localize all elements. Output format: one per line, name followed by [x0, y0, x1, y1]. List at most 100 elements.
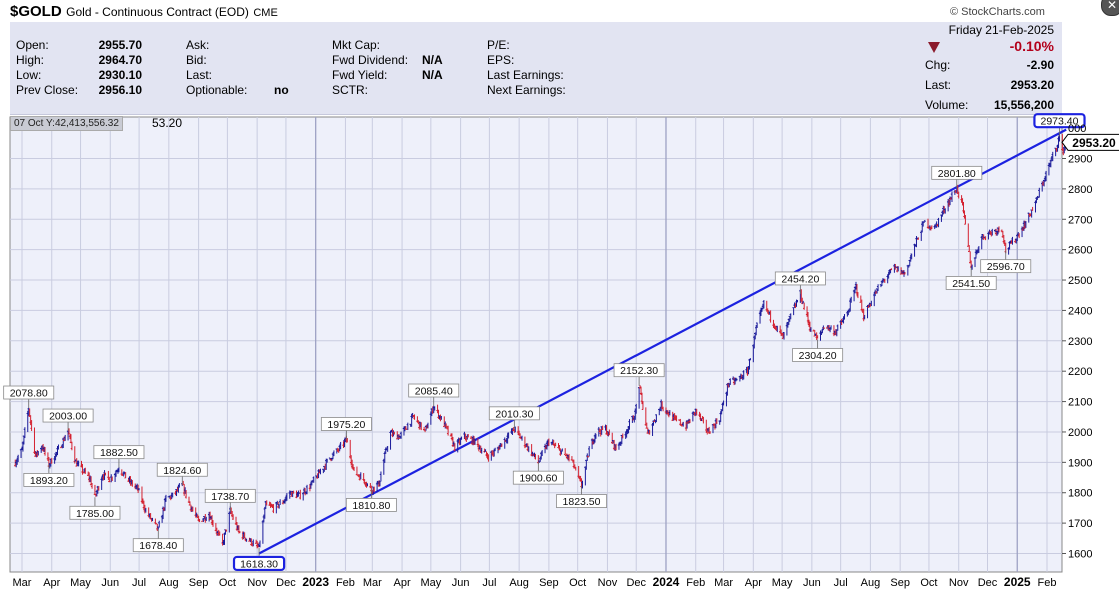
- x-tick-label: Nov: [247, 577, 267, 589]
- change-percent: -0.10%: [1009, 38, 1054, 54]
- y-tick-label: 2200: [1068, 366, 1092, 378]
- instrument-name: Gold - Continuous Contract (EOD): [66, 5, 249, 19]
- annotation-box: [320, 417, 372, 431]
- annotation-label: 2010.30: [495, 408, 533, 420]
- plot-area: [9, 116, 1063, 573]
- x-tick-label: Jun: [452, 577, 470, 589]
- y-tick-label: 1800: [1068, 488, 1092, 500]
- annotation-label: 1882.50: [100, 447, 138, 459]
- ask-label: Ask:: [186, 38, 210, 52]
- annotation-label: 1785.00: [76, 508, 114, 520]
- chg-label: Chg:: [925, 58, 951, 72]
- x-tick-label: May: [70, 577, 91, 589]
- y-tick-label: 1700: [1068, 518, 1092, 530]
- annotation-box: [93, 445, 145, 460]
- optionable-value: no: [274, 83, 289, 97]
- fwd-yield-label: Fwd Yield:: [332, 68, 388, 82]
- volume-label: Volume:: [925, 98, 969, 112]
- exchange-label: CME: [253, 7, 278, 19]
- y-tick-label: 2600: [1068, 245, 1092, 257]
- x-tick-label: May: [772, 577, 793, 589]
- x-tick-label: Mar: [363, 577, 382, 589]
- x-tick-label: Feb: [1038, 577, 1057, 589]
- x-tick-label: Mar: [13, 577, 32, 589]
- open-value: 2955.70: [98, 38, 142, 52]
- next-earnings-label: Next Earnings:: [487, 83, 566, 97]
- annotation-label: 2304.20: [799, 350, 837, 362]
- y-tick-label: 2300: [1068, 336, 1092, 348]
- x-tick-label: Sep: [539, 577, 559, 589]
- annotation-label: 2078.80: [10, 388, 48, 400]
- last-price-small: 53.20: [152, 116, 183, 130]
- x-tick-label: Oct: [569, 577, 586, 589]
- annotation-label: 1618.30: [240, 558, 278, 570]
- fwd-dividend-value: N/A: [422, 53, 443, 67]
- cursor-readout: 07 Oct Y:42,413,556.32: [10, 116, 123, 131]
- annotation-box: [156, 462, 208, 477]
- y-tick-label: 2900: [1068, 154, 1092, 166]
- trendline: [258, 128, 1067, 555]
- x-tick-label: Feb: [686, 577, 705, 589]
- annotation-box: [945, 276, 997, 290]
- annotation-box: [204, 488, 256, 503]
- annotation-box: [69, 505, 121, 520]
- last-price-label: 2953.20: [1072, 136, 1116, 150]
- close-icon[interactable]: ✕: [1101, 0, 1119, 16]
- annotation-box: [613, 363, 665, 378]
- y-tick-label: 1600: [1068, 549, 1092, 561]
- annotation-label: 2801.80: [938, 168, 976, 180]
- x-tick-label: Aug: [159, 577, 179, 589]
- x-tick-label: 2023: [302, 575, 329, 589]
- mkt-cap-label: Mkt Cap:: [332, 38, 381, 52]
- y-tick-label: 2800: [1068, 184, 1092, 196]
- brand-label: © StockCharts.com: [950, 6, 1045, 18]
- x-tick-label: Oct: [920, 577, 937, 589]
- volume-value: 15,556,200: [993, 98, 1054, 112]
- quote-date: Friday 21-Feb-2025: [948, 23, 1054, 37]
- x-tick-label: Aug: [509, 577, 529, 589]
- x-tick-label: Nov: [598, 577, 618, 589]
- low-value: 2930.10: [98, 68, 142, 82]
- y-tick-label: 2700: [1068, 214, 1092, 226]
- low-label: Low:: [16, 68, 42, 82]
- annotation-label: 2454.20: [781, 273, 819, 285]
- pe-label: P/E:: [487, 38, 510, 52]
- annotation-box: [556, 494, 607, 508]
- down-arrow-icon: [928, 42, 940, 53]
- chg-value: -2.90: [1026, 58, 1054, 72]
- x-tick-label: Dec: [276, 577, 296, 589]
- symbol-label: $GOLD: [10, 3, 62, 20]
- annotation-box: [345, 498, 397, 512]
- prev-close-label: Prev Close:: [16, 83, 79, 97]
- y-tick-label: 000: [1068, 123, 1086, 135]
- annotation-label: 2596.70: [987, 261, 1025, 273]
- y-tick-label: 2400: [1068, 305, 1092, 317]
- x-tick-label: Dec: [978, 577, 998, 589]
- annotation-label: 2541.50: [952, 278, 990, 290]
- x-tick-label: Aug: [861, 577, 881, 589]
- x-tick-label: Jul: [132, 577, 146, 589]
- last-price-tag: [1061, 133, 1119, 151]
- x-tick-label: Apr: [393, 577, 410, 589]
- x-tick-label: Oct: [219, 577, 236, 589]
- annotation-box: [42, 408, 94, 423]
- quote-panel: Open: 2955.70 High: 2964.70 Low: 2930.10…: [10, 22, 1062, 115]
- annotation-label: 1810.80: [352, 500, 390, 512]
- last-earnings-label: Last Earnings:: [487, 68, 564, 82]
- x-tick-label: Mar: [714, 577, 733, 589]
- x-tick-label: Sep: [890, 577, 910, 589]
- annotation-label: 1824.60: [163, 465, 201, 477]
- annotation-box: [931, 165, 983, 180]
- annotation-label: 1678.40: [139, 540, 177, 552]
- x-tick-label: Jun: [803, 577, 821, 589]
- annotation-label: 1823.50: [563, 496, 601, 508]
- optionable-label: Optionable:: [186, 83, 248, 97]
- annotation-box: [132, 538, 184, 553]
- last-label: Last:: [925, 78, 952, 92]
- sctr-label: SCTR:: [332, 83, 368, 97]
- chart-title: $GOLD Gold - Continuous Contract (EOD) C…: [10, 3, 278, 21]
- x-tick-label: Sep: [189, 577, 209, 589]
- x-tick-label: Feb: [336, 577, 355, 589]
- annotation-box: [1033, 113, 1086, 129]
